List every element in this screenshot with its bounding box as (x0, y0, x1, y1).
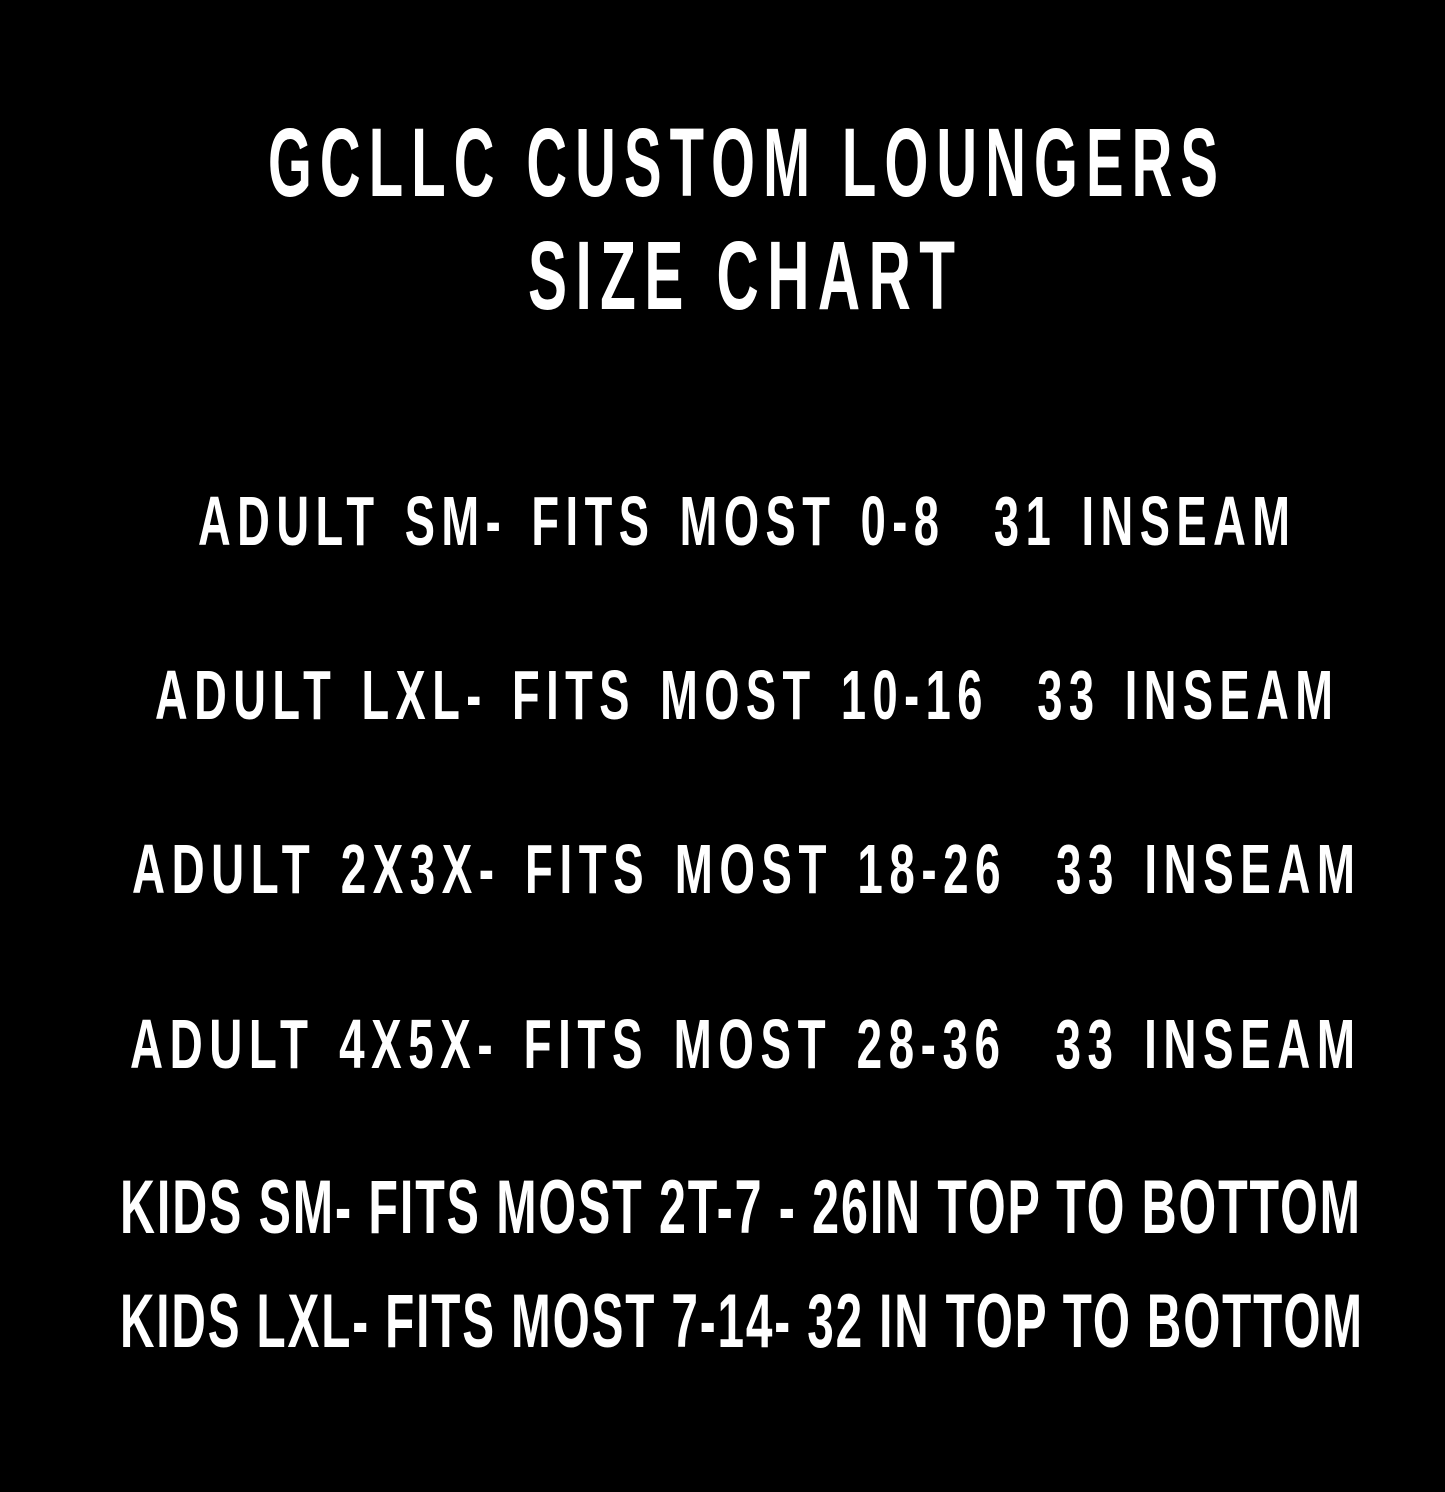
title-line-1: GCLLC CUSTOM LOUNGERS (268, 108, 1227, 218)
size-row-adult-sm: ADULT SM- FITS MOST 0-8 31 INSEAM (198, 482, 1297, 561)
size-row-adult-lxl: ADULT LXL- FITS MOST 10-16 33 INSEAM (155, 656, 1340, 735)
size-row-adult-2x3x: ADULT 2X3X- FITS MOST 18-26 33 INSEAM (132, 830, 1362, 909)
size-row-kids-sm: KIDS SM- FITS MOST 2T-7 - 26IN TOP TO BO… (120, 1164, 1362, 1250)
title-line-2: SIZE CHART (528, 221, 964, 331)
size-row-kids-lxl: KIDS LXL- FITS MOST 7-14- 32 IN TOP TO B… (120, 1278, 1364, 1364)
size-row-adult-4x5x: ADULT 4X5X- FITS MOST 28-36 33 INSEAM (130, 1005, 1362, 1084)
